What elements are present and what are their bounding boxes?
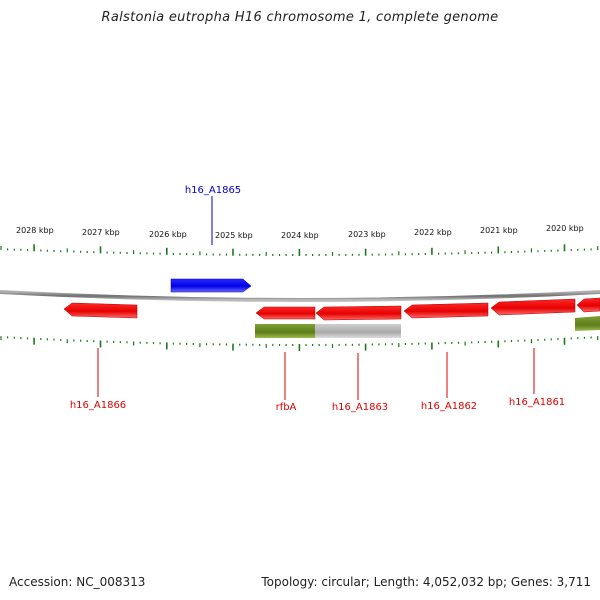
label-h16-A1862[interactable]: h16_A1862 — [421, 401, 477, 412]
scale-label-2025: 2025 kbp — [215, 231, 253, 240]
gene-labels: h16_A1865 h16_A1866 rfbA h16_A1863 h16_A… — [70, 185, 565, 413]
scale-label-2023: 2023 kbp — [348, 230, 386, 239]
gene-h16-A1865[interactable] — [170, 278, 252, 293]
inner-scale-ticks — [0, 336, 599, 351]
feature-olive-right[interactable] — [575, 316, 600, 331]
map-title: Ralstonia eutropha H16 chromosome 1, com… — [101, 10, 499, 25]
gene-h16-A1863[interactable] — [315, 305, 402, 321]
gene-rfbA[interactable] — [255, 306, 316, 320]
scale-label-2027: 2027 kbp — [82, 228, 120, 237]
accession-text: Accession: NC_008313 — [9, 575, 146, 589]
label-h16-A1863[interactable]: h16_A1863 — [332, 402, 388, 413]
label-h16-A1865[interactable]: h16_A1865 — [185, 185, 241, 196]
feature-olive-rfbA[interactable] — [255, 324, 315, 338]
scale-label-2020: 2020 kbp — [546, 224, 584, 233]
genome-stats-text: Topology: circular; Length: 4,052,032 bp… — [261, 575, 591, 589]
gene-partial-right[interactable] — [576, 297, 600, 313]
scale-label-2022: 2022 kbp — [414, 228, 452, 237]
label-rfbA[interactable]: rfbA — [276, 402, 297, 413]
feature-gray-h16-A1863[interactable] — [315, 324, 401, 338]
label-leaders — [97, 196, 535, 400]
label-h16-A1866[interactable]: h16_A1866 — [70, 400, 126, 411]
gene-h16-A1866[interactable] — [63, 302, 138, 319]
scale-label-2021: 2021 kbp — [480, 226, 518, 235]
gene-h16-A1862[interactable] — [403, 302, 489, 319]
scale-labels: 2028 kbp 2027 kbp 2026 kbp 2025 kbp 2024… — [16, 224, 584, 240]
scale-label-2028: 2028 kbp — [16, 226, 54, 235]
outer-scale-ticks — [0, 244, 599, 256]
gene-h16-A1861[interactable] — [490, 298, 576, 316]
label-h16-A1861[interactable]: h16_A1861 — [509, 397, 565, 408]
scale-label-2024: 2024 kbp — [281, 231, 319, 240]
genome-backbone — [0, 290, 600, 302]
scale-label-2026: 2026 kbp — [149, 230, 187, 239]
